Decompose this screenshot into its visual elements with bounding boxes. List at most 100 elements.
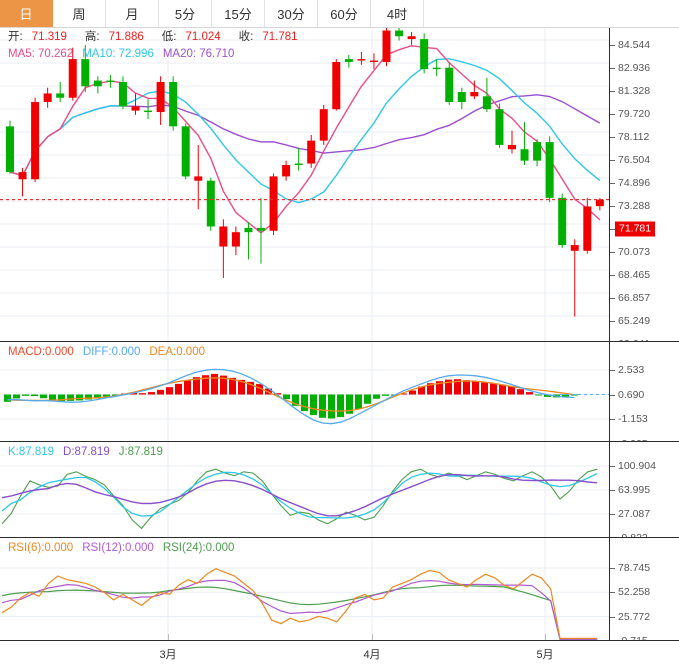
rsi-panel: RSI(6):0.000 RSI(12):0.000 RSI(24):0.000 7… [0, 538, 679, 640]
axis-label: 68.465 [618, 268, 651, 281]
macd-panel: MACD:0.000 DIFF:0.000 DEA:0.000 2.533 0.690… [0, 342, 679, 441]
axis-label: 81.328 [618, 84, 651, 97]
axis-label: 0.690 [618, 388, 645, 401]
high-label: 高: 71.886 [84, 31, 144, 43]
axis-label: 65.249 [618, 314, 651, 327]
tab-month[interactable]: 月 [106, 0, 159, 27]
panel-divider-1 [0, 341, 679, 342]
kdj-axis: 100.904 63.995 27.087 -9.822 [610, 442, 679, 537]
date-gridmark [372, 634, 373, 640]
axis-label: 84.544 [618, 38, 651, 51]
axis-label: -2.995 [618, 438, 648, 441]
tab-label: 5分 [174, 7, 196, 22]
date-tick-label: 3月 [159, 649, 177, 661]
tab-30min[interactable]: 30分 [265, 0, 318, 27]
price-plot-area[interactable] [0, 28, 610, 341]
tab-label: 周 [72, 7, 86, 22]
tab-label: 月 [125, 7, 139, 22]
axis-tick [610, 592, 615, 594]
axis-tick [610, 68, 615, 69]
tab-day[interactable]: 日 [0, 0, 53, 27]
axis-label: 63.641 [618, 339, 650, 341]
axis-label: -1.153 [618, 412, 648, 425]
axis-tick [610, 91, 615, 92]
date-gridmark [545, 634, 546, 640]
d-value: D:87.819 [63, 446, 110, 458]
panel-divider-3 [0, 537, 679, 538]
tab-bar-filler [424, 0, 679, 27]
price-chart-panel: 开: 71.319 高: 71.886 低: 71.024 收: 71.781 MA5: 70… [0, 28, 679, 341]
j-value: J:87.819 [118, 446, 163, 458]
axis-tick [610, 229, 615, 230]
tab-4hour[interactable]: 4时 [371, 0, 424, 27]
rsi-legend: RSI(6):0.000 RSI(12):0.000 RSI(24):0.000 [8, 542, 243, 555]
close-label: 收: 71.781 [238, 31, 298, 43]
axis-label: 79.720 [618, 107, 651, 120]
axis-tick [610, 490, 615, 491]
date-tick-label: 5月 [536, 649, 554, 661]
macd-legend: MACD:0.000 DIFF:0.000 DEA:0.000 [8, 346, 214, 359]
tab-5min[interactable]: 5分 [159, 0, 212, 27]
kdj-legend: K:87.819 D:87.819 J:87.819 [8, 446, 172, 459]
rsi6-value: RSI(6):0.000 [8, 542, 74, 554]
candlestick-svg [0, 28, 609, 341]
axis-tick [610, 321, 615, 322]
tab-label: 15分 [224, 7, 252, 22]
date-tick-label: 4月 [363, 649, 381, 661]
axis-tick [610, 419, 615, 420]
dea-value: DEA:0.000 [149, 346, 205, 358]
macd-plot-area[interactable] [0, 342, 610, 441]
axis-tick [610, 252, 615, 253]
ma10-legend: MA10: 72.996 [82, 48, 154, 60]
axis-label: 66.857 [618, 291, 651, 304]
axis-label: 2.533 [618, 363, 645, 376]
date-axis: 3月 4月 5月 [0, 634, 679, 666]
ma-legend: MA5: 70.262 MA10: 72.996 MA20: 76.710 [8, 48, 243, 61]
macd-value: MACD:0.000 [8, 346, 74, 358]
diff-value: DIFF:0.000 [82, 346, 141, 358]
period-tab-bar: 日 周 月 5分 15分 30分 60分 4时 [0, 0, 679, 28]
rsi-axis: 78.745 52.258 25.772 -0.715 [610, 538, 679, 640]
price-axis: 84.544 82.936 81.328 79.720 78.112 76.504 74.8… [610, 28, 679, 341]
axis-tick [610, 137, 615, 138]
axis-label: -0.715 [618, 636, 648, 640]
axis-label: 100.904 [618, 459, 656, 472]
axis-label: 74.896 [618, 176, 651, 189]
axis-label: 78.112 [618, 130, 650, 143]
rsi-plot-area[interactable] [0, 538, 610, 640]
axis-label: 73.288 [618, 199, 651, 212]
axis-tick [610, 616, 615, 618]
axis-tick [610, 370, 615, 371]
ma20-legend: MA20: 76.710 [162, 48, 235, 60]
tab-label: 日 [19, 7, 33, 22]
axis-label: 25.772 [618, 610, 651, 623]
axis-label: 27.087 [618, 507, 651, 520]
axis-label: -9.822 [618, 533, 648, 537]
ohlc-legend: 开: 71.319 高: 71.886 低: 71.024 收: 71.781 [8, 31, 316, 44]
axis-tick [610, 206, 615, 207]
rsi-svg [0, 538, 609, 640]
axis-label: 78.745 [618, 561, 651, 574]
rsi12-value: RSI(12):0.000 [82, 542, 154, 554]
axis-tick [610, 568, 615, 569]
tab-label: 4时 [386, 7, 408, 22]
tab-15min[interactable]: 15分 [212, 0, 265, 27]
axis-tick [610, 298, 615, 299]
current-price-badge: 71.781 [615, 221, 656, 237]
kdj-plot-area[interactable] [0, 442, 610, 537]
axis-tick [610, 45, 615, 46]
macd-svg [0, 342, 609, 441]
open-label: 开: 71.319 [8, 31, 67, 43]
axis-tick [610, 466, 615, 467]
axis-tick [610, 114, 615, 115]
panel-divider-4 [0, 640, 679, 641]
tab-week[interactable]: 周 [53, 0, 106, 27]
axis-tick [610, 514, 615, 515]
tab-60min[interactable]: 60分 [318, 0, 371, 27]
axis-label: 76.504 [618, 153, 651, 166]
tab-label: 30分 [277, 7, 305, 22]
rsi24-value: RSI(24):0.000 [162, 542, 235, 554]
axis-label: 70.073 [618, 245, 651, 258]
axis-tick [610, 394, 615, 396]
